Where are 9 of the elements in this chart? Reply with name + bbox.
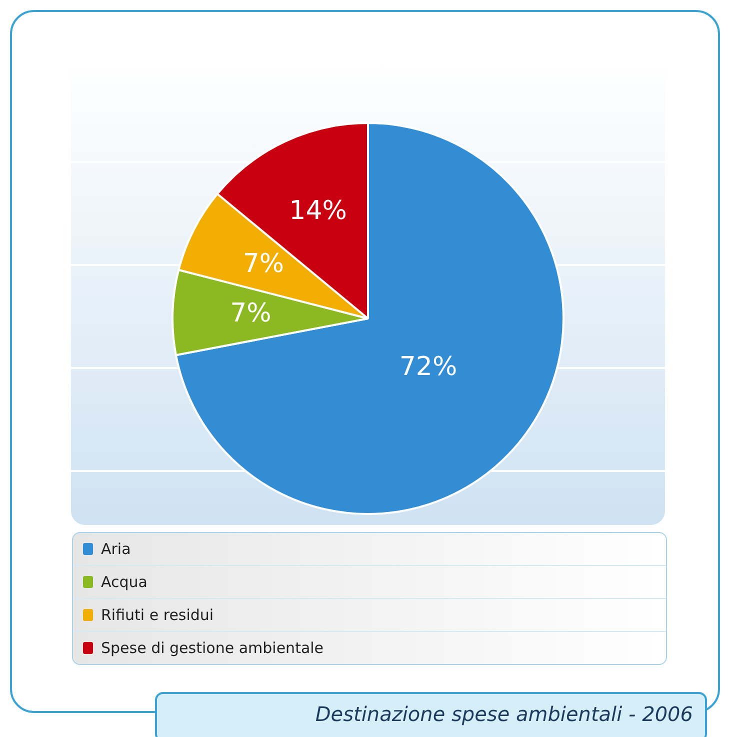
legend-label: Spese di gestione ambientale [101,639,324,657]
legend-label: Acqua [101,573,148,591]
data-label: 72% [399,352,458,382]
data-label: 7% [230,298,272,329]
legend-label: Aria [101,540,131,558]
legend-label: Rifiuti e residui [101,606,214,624]
data-label: 14% [289,196,347,226]
data-label: 7% [242,248,284,279]
text: Destinazione spese ambientali - 2006 [155,692,707,737]
